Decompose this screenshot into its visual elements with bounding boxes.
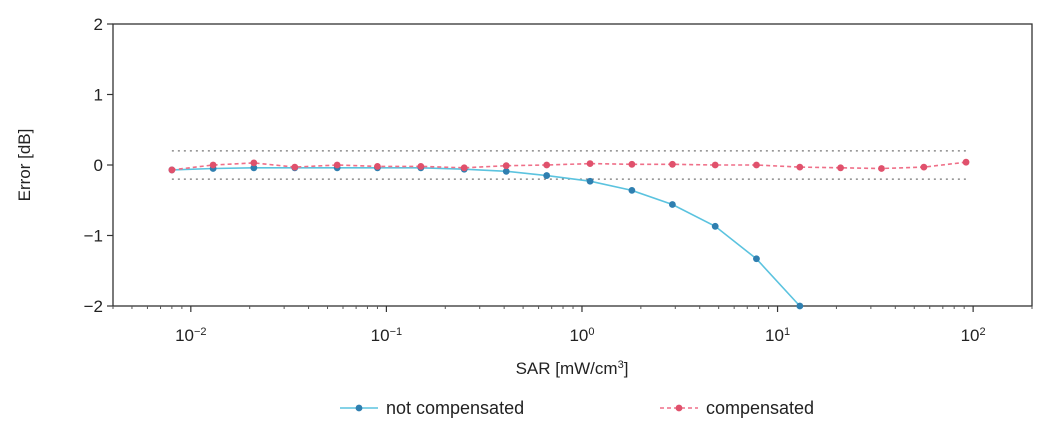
- data-point: [460, 164, 468, 172]
- x-tick-label: 101: [765, 326, 790, 345]
- x-tick-label: 10−1: [371, 326, 402, 345]
- x-axis-ticks: 10−2 10−1 100 101 102: [112, 306, 1033, 345]
- y-tick-label: 0: [94, 156, 103, 175]
- x-tick-base: 10: [371, 326, 390, 345]
- y-axis-ticks: 2 1 0 −1 −2: [84, 15, 113, 316]
- data-point: [502, 162, 510, 170]
- x-tick-exponent: 2: [980, 326, 986, 338]
- data-point: [920, 163, 928, 171]
- data-point: [669, 201, 676, 208]
- series-line-compensated: [171, 161, 967, 171]
- x-axis-label-superscript: 3: [618, 359, 624, 371]
- legend-label: not compensated: [386, 398, 524, 418]
- data-point: [417, 163, 425, 170]
- series-layer: [168, 158, 970, 310]
- data-point: [669, 160, 676, 168]
- data-point: [628, 160, 636, 168]
- y-tick-label: 1: [94, 86, 103, 105]
- data-point: [543, 161, 551, 169]
- data-point: [374, 163, 381, 170]
- y-axis-label: Error [dB]: [15, 129, 34, 202]
- data-point: [586, 177, 594, 185]
- y-tick-label: −2: [84, 297, 103, 316]
- legend-swatch-marker: [675, 404, 683, 412]
- x-tick-base: 10: [569, 326, 588, 345]
- x-tick-exponent: −2: [194, 326, 207, 338]
- x-tick-label: 102: [961, 326, 986, 345]
- x-tick-exponent: 0: [588, 326, 594, 338]
- data-point: [711, 222, 719, 230]
- data-point: [502, 167, 510, 175]
- data-point: [250, 164, 258, 172]
- x-axis-label-text: SAR [mW/cm: [516, 359, 618, 378]
- legend: not compensated compensated: [340, 398, 814, 418]
- data-point: [209, 161, 217, 169]
- data-point: [168, 166, 176, 174]
- data-point: [586, 160, 594, 167]
- data-point: [796, 302, 804, 310]
- data-point: [796, 163, 804, 171]
- x-axis-label: SAR [mW/cm3]: [516, 359, 629, 378]
- y-tick-label: 2: [94, 15, 103, 34]
- data-point: [837, 164, 844, 172]
- x-tick-base: 10: [765, 326, 784, 345]
- data-point: [878, 165, 885, 172]
- x-axis-label-bracket: ]: [624, 359, 629, 378]
- data-point: [753, 255, 760, 263]
- legend-label: compensated: [706, 398, 814, 418]
- x-tick-base: 10: [961, 326, 980, 345]
- x-tick-exponent: −1: [390, 326, 403, 338]
- legend-swatch-marker: [355, 404, 363, 412]
- data-point: [753, 161, 760, 169]
- reference-lines: [171, 150, 967, 180]
- x-tick-exponent: 1: [784, 326, 790, 338]
- data-point: [962, 158, 970, 166]
- plot-frame: [112, 23, 1033, 307]
- data-point: [711, 161, 719, 169]
- x-tick-label: 10−2: [175, 326, 206, 345]
- series-line-not-compensated: [171, 167, 801, 307]
- x-tick-label: 100: [569, 326, 594, 345]
- data-point: [291, 163, 299, 171]
- data-point: [333, 161, 341, 169]
- data-point: [250, 159, 258, 167]
- x-tick-base: 10: [175, 326, 194, 345]
- y-tick-label: −1: [84, 227, 103, 246]
- data-point: [543, 172, 551, 179]
- data-point: [628, 186, 636, 194]
